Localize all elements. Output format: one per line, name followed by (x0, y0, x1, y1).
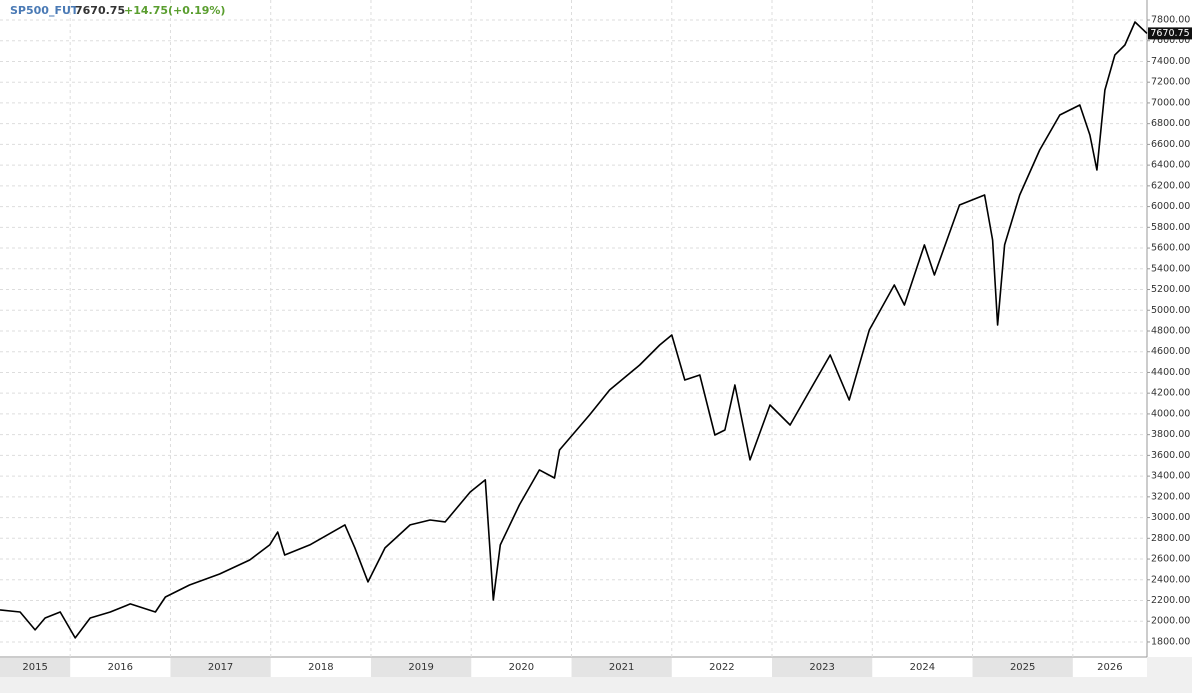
x-tick-label: 2026 (1097, 662, 1122, 673)
y-tick-label: 4800.00 (1151, 325, 1190, 336)
y-tick-label: 2600.00 (1151, 554, 1190, 565)
y-tick-label: 3800.00 (1151, 429, 1190, 440)
x-band (0, 658, 71, 677)
y-tick-label: 7600.00 (1151, 35, 1190, 46)
x-band (370, 658, 472, 677)
x-tick-label: 2022 (709, 662, 734, 673)
x-band (772, 658, 873, 677)
y-tick-label: 4400.00 (1151, 367, 1190, 378)
y-tick-label: 5400.00 (1151, 263, 1190, 274)
plot-area (0, 0, 1147, 657)
x-tick-label: 2023 (809, 662, 834, 673)
y-tick-label: 6800.00 (1151, 118, 1190, 129)
x-tick-label: 2020 (509, 662, 534, 673)
y-tick-label: 5000.00 (1151, 305, 1190, 316)
y-tick-label: 3400.00 (1151, 471, 1190, 482)
y-tick-label: 2200.00 (1151, 595, 1190, 606)
y-tick-label: 3200.00 (1151, 491, 1190, 502)
y-tick-label: 7400.00 (1151, 56, 1190, 67)
y-tick-label: 4000.00 (1151, 408, 1190, 419)
x-tick-label: 2016 (108, 662, 133, 673)
y-tick-label: 6400.00 (1151, 160, 1190, 171)
x-tick-label: 2019 (408, 662, 433, 673)
y-tick-label: 1800.00 (1151, 636, 1190, 647)
x-tick-label: 2018 (308, 662, 333, 673)
y-tick-label: 6600.00 (1151, 139, 1190, 150)
last-price-label: 7670.75 (1150, 28, 1189, 39)
y-tick-label: 6200.00 (1151, 180, 1190, 191)
price-line (0, 21, 1148, 639)
layer: 2015 2016 2017 2018 2019 2020 2021 2022 2023 2024… (0, 0, 1192, 677)
y-tick-label: 6000.00 (1151, 201, 1190, 212)
y-tick-label: 5200.00 (1151, 284, 1190, 295)
symbol: SP500_FUT (10, 4, 79, 17)
x-tick-label: 2021 (609, 662, 634, 673)
y-tick-label: 7800.00 (1151, 15, 1190, 26)
x-band (972, 658, 1073, 677)
y-tick-label: 2400.00 (1151, 574, 1190, 585)
y-tick-label: 7200.00 (1151, 77, 1190, 88)
y-tick-label: 5600.00 (1151, 243, 1190, 254)
x-band (170, 658, 271, 677)
x-band (571, 658, 672, 677)
x-tick-label: 2017 (208, 662, 233, 673)
y-tick-label: 5800.00 (1151, 222, 1190, 233)
y-tick-label: 2000.00 (1151, 616, 1190, 627)
y-tick-label: 7000.00 (1151, 97, 1190, 108)
y-tick-label: 3000.00 (1151, 512, 1190, 523)
y-tick-label: 4600.00 (1151, 346, 1190, 357)
y-tick-label: 2800.00 (1151, 533, 1190, 544)
x-tick-label: 2025 (1010, 662, 1035, 673)
y-axis-area (1147, 0, 1192, 657)
x-tick-label: 2015 (22, 662, 47, 673)
y-tick-label: 4200.00 (1151, 388, 1190, 399)
x-tick-label: 2024 (910, 662, 935, 673)
last-price: 7670.75 (75, 4, 125, 17)
last-price-tag (1148, 27, 1192, 40)
y-tick-label: 3600.00 (1151, 450, 1190, 461)
price-change: +14.75(+0.19%) (124, 4, 225, 17)
